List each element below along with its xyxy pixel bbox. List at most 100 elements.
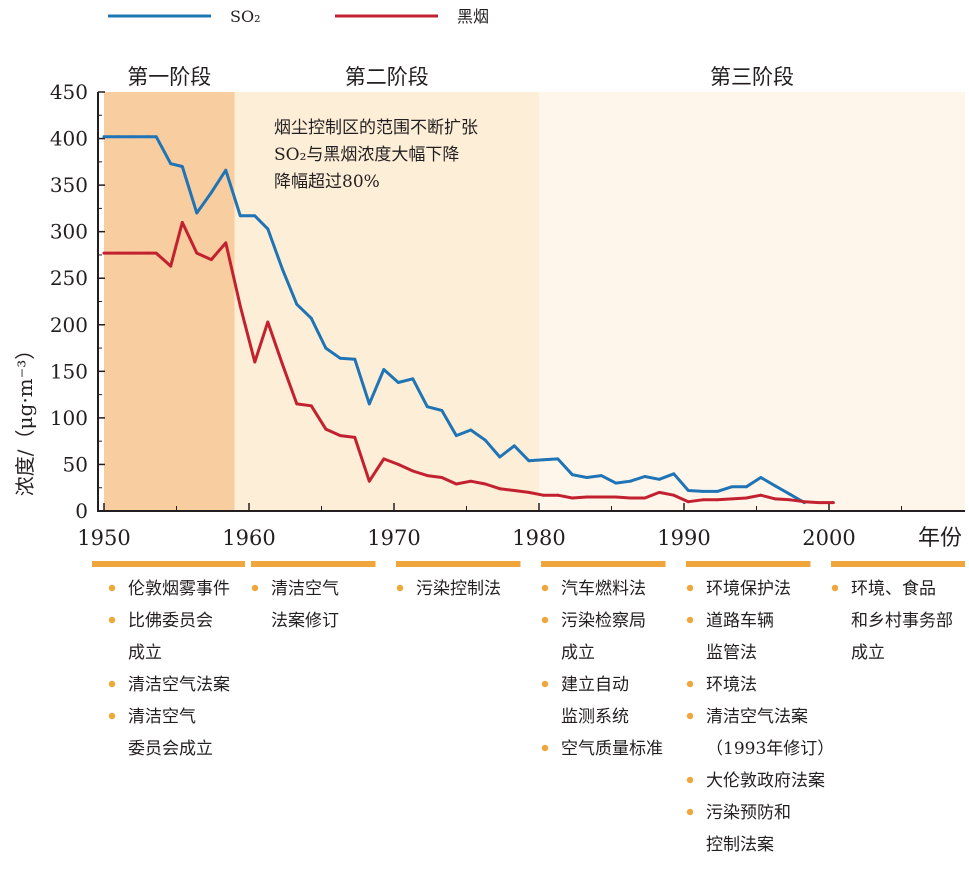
data-point-smoke-40: [672, 493, 676, 497]
data-point-smoke-49: [802, 500, 806, 504]
data-point-so2-21: [396, 381, 400, 384]
policy-bullet: [396, 584, 404, 592]
annotation-line-1: 烟尘控制区的范围不断扩张: [274, 118, 478, 138]
x-tick-label-1970: 1970: [367, 526, 420, 550]
data-point-so2-48: [788, 492, 792, 496]
data-point-so2-34: [585, 476, 589, 479]
data-point-smoke-8: [209, 258, 213, 261]
y-tick-label-100: 100: [50, 406, 88, 430]
data-point-so2-19: [367, 402, 371, 406]
policy-bullet: [686, 808, 694, 816]
data-point-smoke-7: [195, 251, 199, 255]
data-point-so2-27: [483, 438, 487, 442]
annotation-line-2: SO₂与黑烟浓度大幅下降: [274, 145, 459, 165]
data-point-so2-2: [131, 135, 135, 139]
data-point-so2-29: [512, 444, 516, 448]
policy-item-1-2: 比佛委员会: [128, 611, 213, 631]
data-point-smoke-47: [773, 497, 777, 501]
data-point-smoke-15: [309, 404, 313, 408]
data-point-smoke-18: [353, 436, 357, 439]
data-point-smoke-28: [498, 487, 502, 491]
policy-bar-3: [396, 561, 521, 567]
policy-bullet: [108, 680, 116, 688]
policy-item-5-6: 污染预防和: [706, 803, 791, 823]
x-tick-label-2000: 2000: [802, 526, 855, 550]
policy-bar-5: [686, 561, 811, 567]
data-point-smoke-10: [238, 304, 242, 308]
data-point-smoke-30: [527, 491, 531, 494]
data-point-so2-33: [570, 473, 574, 477]
data-point-smoke-6: [180, 221, 184, 224]
data-point-so2-42: [701, 490, 705, 493]
policy-item-1-2: 成立: [128, 643, 162, 663]
data-point-smoke-27: [483, 482, 487, 486]
data-point-smoke-26: [469, 479, 473, 483]
data-point-smoke-46: [759, 493, 763, 497]
series-line-smoke: [102, 220, 835, 505]
policy-bullet: [108, 584, 116, 592]
data-point-so2-12: [266, 227, 270, 231]
y-tick-label-450: 450: [50, 80, 88, 104]
policy-bullet: [831, 584, 839, 592]
data-point-smoke-2: [131, 251, 135, 255]
data-point-so2-7: [195, 211, 199, 215]
data-point-so2-10: [238, 214, 242, 218]
data-point-so2-4: [154, 135, 158, 139]
data-point-smoke-29: [512, 489, 516, 492]
policy-item-4-2: 成立: [561, 643, 595, 663]
data-point-so2-23: [425, 405, 429, 409]
policy-bullet: [686, 776, 694, 784]
policy-bullet: [541, 744, 549, 752]
y-tick-label-50: 50: [63, 452, 88, 476]
data-point-smoke-23: [425, 474, 429, 477]
x-axis-label: 年份: [918, 526, 962, 551]
policy-item-4-4: 空气质量标准: [561, 739, 663, 759]
policy-bullet: [686, 584, 694, 592]
data-point-smoke-31: [541, 493, 545, 497]
data-point-smoke-9: [224, 241, 228, 245]
data-point-so2-9: [224, 168, 228, 172]
data-point-so2-41: [686, 489, 690, 492]
policy-item-1-4: 委员会成立: [128, 739, 213, 759]
policy-item-5-3: 环境法: [706, 675, 757, 695]
policy-bullet: [251, 584, 259, 592]
policy-item-5-6: 控制法案: [706, 835, 774, 855]
data-point-smoke-14: [295, 402, 299, 406]
policy-bullet: [108, 712, 116, 720]
y-axis-label: 浓度/（μg·m⁻³）: [13, 340, 37, 496]
data-point-smoke-4: [154, 251, 158, 255]
data-point-so2-13: [280, 267, 284, 271]
data-point-so2-30: [527, 459, 531, 463]
x-tick-label-1990: 1990: [657, 526, 710, 550]
data-point-so2-36: [614, 481, 618, 485]
x-tick-label-1960: 1960: [222, 526, 275, 550]
data-point-so2-39: [657, 477, 661, 481]
policy-item-5-1: 环境保护法: [706, 579, 791, 599]
policy-item-6-1: 成立: [851, 643, 885, 663]
data-point-smoke-48: [788, 498, 792, 502]
data-point-smoke-3: [146, 251, 149, 255]
data-point-smoke-32: [556, 493, 560, 497]
data-point-smoke-24: [440, 476, 444, 479]
data-point-smoke-36: [614, 495, 618, 499]
stage-band-1: [104, 92, 235, 511]
data-point-so2-25: [454, 434, 458, 437]
policy-item-4-3: 建立自动: [561, 675, 629, 695]
data-point-so2-18: [353, 357, 357, 361]
data-point-so2-35: [599, 474, 603, 477]
data-point-smoke-37: [628, 496, 632, 500]
y-tick-label-0: 0: [75, 499, 88, 523]
policy-item-6-1: 和乡村事务部: [851, 611, 953, 631]
stage-label-3: 第三阶段: [710, 65, 794, 89]
y-tick-label-150: 150: [50, 359, 88, 383]
data-point-smoke-35: [599, 495, 603, 499]
policy-item-6-1: 环境、食品: [851, 579, 936, 599]
policy-bar-4: [541, 561, 666, 567]
policy-bullet: [686, 680, 694, 688]
data-point-so2-44: [730, 485, 734, 489]
data-point-smoke-5: [169, 264, 173, 268]
data-point-smoke-51: [831, 501, 835, 504]
policy-bar-1: [92, 561, 245, 567]
data-point-so2-0: [102, 135, 106, 139]
stage-band-3: [539, 92, 965, 511]
